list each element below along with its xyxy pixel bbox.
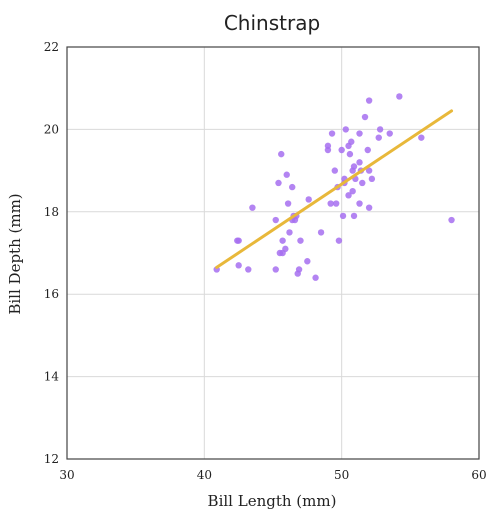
x-tick-label: 30 [59, 468, 74, 482]
y-tick-label: 14 [44, 370, 60, 384]
data-point [368, 175, 376, 183]
data-point [418, 134, 425, 141]
grid [66, 46, 480, 460]
data-point [448, 216, 455, 224]
data-point [345, 192, 352, 199]
data-point [376, 126, 384, 133]
y-tick-label: 16 [44, 287, 59, 301]
data-point [356, 159, 363, 166]
data-point [342, 126, 349, 133]
data-point [349, 188, 356, 195]
data-point [327, 200, 334, 207]
x-tick-label: 60 [471, 468, 486, 482]
y-tick-label: 18 [44, 205, 59, 219]
x-axis-label: Bill Length (mm) [208, 492, 337, 510]
data-point [365, 97, 373, 104]
data-point [245, 266, 252, 273]
data-point [361, 113, 369, 121]
y-tick-labels: 12 14 16 18 20 22 [44, 40, 60, 466]
data-point [275, 179, 282, 187]
data-point [324, 146, 332, 154]
data-point [235, 262, 242, 269]
data-point [297, 237, 304, 244]
data-point [356, 130, 363, 137]
data-point [356, 200, 363, 207]
data-point [350, 163, 358, 170]
data-point [295, 266, 303, 273]
x-tick-labels: 30 40 50 60 [59, 468, 486, 482]
data-point [396, 93, 403, 100]
data-point [312, 274, 319, 281]
data-point [289, 183, 296, 191]
data-point [332, 200, 340, 207]
data-point [339, 212, 347, 220]
data-point [317, 229, 325, 236]
data-point [283, 171, 290, 178]
data-point [286, 229, 293, 236]
y-axis-label: Bill Depth (mm) [6, 193, 24, 314]
data-point [365, 204, 373, 211]
data-point [272, 216, 279, 224]
data-point [348, 138, 355, 145]
data-point [282, 245, 289, 253]
data-point [350, 212, 358, 220]
data-point [359, 179, 366, 187]
data-point [328, 130, 336, 137]
y-tick-label: 20 [44, 122, 59, 136]
data-point [279, 237, 286, 244]
chart-title: Chinstrap [224, 11, 320, 35]
x-tick-label: 50 [334, 468, 349, 482]
data-point [365, 167, 373, 174]
data-points [213, 93, 455, 281]
x-tick-label: 40 [197, 468, 212, 482]
data-point [235, 237, 242, 244]
data-point [335, 237, 343, 244]
data-point [331, 167, 338, 174]
data-point [375, 134, 382, 141]
data-point [249, 204, 256, 211]
plot-frame [66, 46, 480, 460]
data-point [272, 266, 279, 273]
data-point [304, 258, 311, 265]
data-point [284, 200, 292, 207]
data-point [305, 196, 312, 203]
y-tick-label: 22 [44, 40, 59, 54]
data-point [278, 150, 285, 158]
data-point [338, 146, 345, 154]
data-point [386, 130, 393, 137]
y-tick-label: 12 [44, 452, 59, 466]
data-point [364, 146, 371, 154]
trendline-group [215, 109, 454, 269]
trendline [215, 109, 454, 269]
data-point [346, 150, 354, 158]
